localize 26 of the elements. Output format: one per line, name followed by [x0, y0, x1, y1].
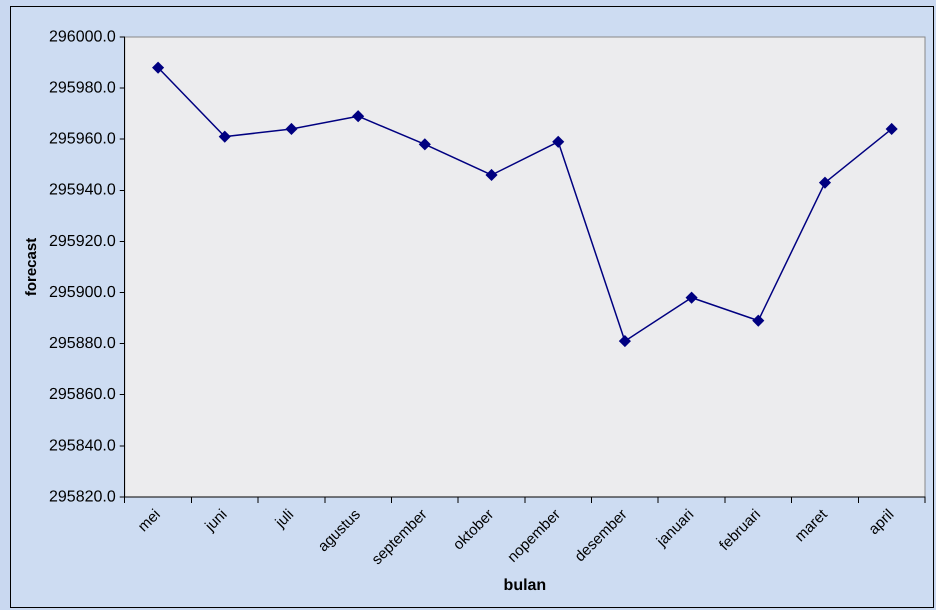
point: [219, 130, 231, 142]
point: [419, 138, 431, 150]
y-tick-label: 295820.0: [49, 488, 116, 506]
y-tick-label: 295980.0: [49, 80, 116, 97]
point: [152, 62, 164, 74]
x-axis-title: bulan: [504, 576, 546, 594]
point: [886, 123, 898, 135]
point: [819, 176, 831, 188]
point: [286, 123, 298, 135]
y-tick-label: 295880.0: [49, 335, 116, 352]
point: [486, 169, 498, 181]
y-tick-label: 295940.0: [49, 182, 116, 199]
y-tick-label: 296000.0: [49, 28, 116, 46]
y-tick-label: 295900.0: [49, 284, 116, 301]
y-tick-label: 295840.0: [49, 437, 116, 454]
point: [686, 292, 698, 304]
y-tick-label: 295920.0: [49, 232, 116, 250]
x-tick-label: juli: [272, 506, 298, 532]
y-tick-label: 295960.0: [49, 130, 116, 148]
point: [752, 314, 764, 326]
y-tick-label: 295860.0: [49, 386, 116, 404]
point: [619, 335, 631, 347]
y-axis-title: forecast: [23, 238, 40, 296]
point: [352, 110, 364, 122]
point: [552, 136, 564, 148]
x-tick-label: mei: [134, 506, 164, 536]
